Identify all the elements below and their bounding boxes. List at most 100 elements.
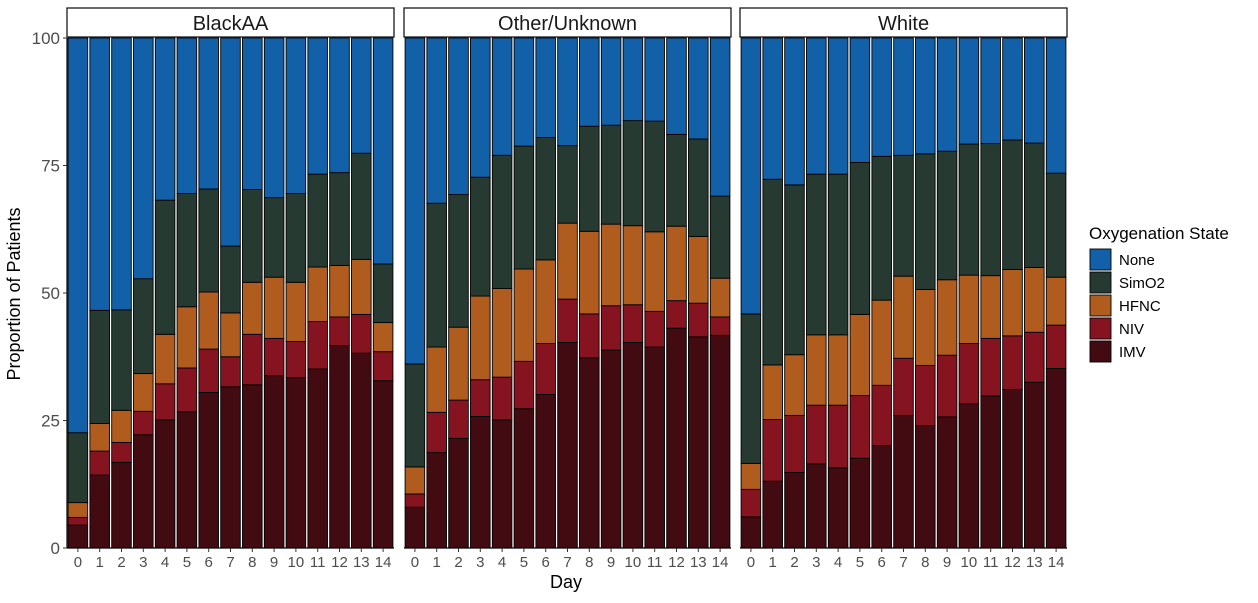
bar-segment-niv-day-8 (242, 333, 263, 386)
legend-swatch-simo2 (1089, 271, 1112, 294)
x-tick-label: 14 (375, 554, 392, 571)
bar-segment-simo2-day-1 (426, 202, 447, 348)
bar-segment-niv-day-0 (404, 493, 426, 508)
bar-segment-none-day-12 (666, 37, 687, 135)
bar-segment-simo2-day-2 (784, 184, 805, 356)
bar-segment-imv-day-5 (513, 408, 535, 549)
x-tick-label: 5 (520, 554, 528, 571)
bar-segment-none-day-13 (688, 37, 709, 140)
x-tick-label: 3 (139, 554, 147, 571)
x-tick-label: 1 (433, 554, 441, 571)
bar-segment-imv-day-10 (622, 342, 644, 549)
bar-segment-simo2-day-10 (285, 193, 307, 283)
bar-segment-none-day-9 (600, 37, 622, 126)
bar-segment-none-day-10 (622, 37, 644, 122)
legend-label-hfnc: HFNC (1119, 298, 1161, 315)
bar-segment-simo2-day-6 (198, 188, 219, 293)
bar-segment-niv-day-3 (806, 404, 827, 465)
bar-segment-imv-day-13 (351, 352, 372, 549)
bar-segment-none-day-1 (89, 37, 110, 311)
bar-segment-imv-day-5 (849, 457, 871, 549)
bar-segment-simo2-day-1 (89, 309, 110, 425)
legend-swatch-hfnc (1089, 294, 1112, 317)
x-tick-label: 2 (454, 554, 462, 571)
bar-segment-imv-day-1 (89, 474, 110, 549)
y-tick-label: 0 (51, 539, 60, 558)
bar-segment-simo2-day-5 (513, 145, 535, 270)
bar-segment-hfnc-day-11 (980, 275, 1001, 339)
bar-segment-niv-day-6 (198, 348, 219, 393)
bar-segment-imv-day-6 (198, 392, 219, 549)
y-tick-label: 75 (41, 157, 60, 176)
bar-segment-niv-day-9 (600, 305, 622, 351)
bar-segment-niv-day-1 (762, 419, 783, 482)
bar-segment-none-day-7 (557, 37, 578, 147)
bar-segment-niv-day-4 (154, 383, 176, 421)
bar-segment-niv-day-0 (740, 488, 762, 518)
bar-segment-simo2-day-11 (980, 143, 1001, 277)
x-tick-label: 11 (983, 554, 999, 571)
bar-segment-none-day-13 (351, 37, 372, 154)
bar-segment-imv-day-12 (1002, 388, 1023, 549)
bar-segment-hfnc-day-1 (762, 364, 783, 420)
bar-segment-niv-day-14 (372, 351, 394, 382)
bar-segment-simo2-day-13 (351, 152, 372, 260)
x-tick-label: 9 (943, 554, 951, 571)
bar-segment-none-day-11 (307, 37, 328, 175)
bar-segment-hfnc-day-9 (600, 223, 622, 307)
bar-segment-hfnc-day-10 (285, 281, 307, 342)
bar-segment-hfnc-day-13 (688, 235, 709, 304)
bar-segment-imv-day-14 (709, 334, 731, 549)
bar-segment-none-day-8 (579, 37, 600, 127)
bar-segment-hfnc-day-6 (871, 299, 892, 386)
bar-segment-niv-day-0 (67, 516, 89, 526)
bar-segment-simo2-day-5 (849, 161, 871, 315)
bar-segment-hfnc-day-13 (1024, 267, 1045, 333)
bar-segment-hfnc-day-1 (89, 423, 110, 452)
bar-segment-none-day-9 (936, 37, 958, 152)
bar-segment-hfnc-day-12 (1002, 269, 1023, 337)
bar-segment-none-day-14 (709, 37, 731, 197)
y-tick-label: 100 (32, 29, 60, 48)
bar-segment-imv-day-12 (329, 345, 350, 549)
bar-segment-imv-day-8 (242, 384, 263, 549)
bar-segment-simo2-day-5 (176, 193, 198, 308)
bar-segment-simo2-day-14 (709, 195, 731, 279)
bar-segment-niv-day-14 (1045, 324, 1067, 369)
bar-segment-niv-day-6 (535, 343, 556, 395)
bar-segment-simo2-day-10 (958, 143, 980, 276)
bar-segment-hfnc-day-9 (936, 279, 958, 356)
bar-segment-niv-day-11 (980, 337, 1001, 397)
bar-segment-none-day-10 (958, 37, 980, 145)
x-tick-label: 3 (812, 554, 820, 571)
bar-segment-hfnc-day-12 (329, 265, 350, 318)
x-tick-label: 12 (668, 554, 685, 571)
bar-segment-simo2-day-8 (579, 125, 600, 232)
bar-segment-imv-day-7 (557, 342, 578, 549)
bar-segment-hfnc-day-11 (307, 266, 328, 323)
bar-segment-simo2-day-9 (600, 124, 622, 225)
bar-segment-none-day-11 (980, 37, 1001, 145)
x-tick-label: 1 (769, 554, 777, 571)
legend-label-none: None (1119, 252, 1155, 269)
bar-segment-imv-day-4 (827, 467, 849, 549)
x-tick-label: 11 (310, 554, 326, 571)
bar-segment-niv-day-5 (513, 360, 535, 410)
facet-strip (739, 7, 1068, 38)
bar-segment-niv-day-12 (1002, 335, 1023, 390)
x-axis-title: Day (550, 572, 582, 592)
bar-segment-imv-day-6 (871, 445, 892, 549)
bar-segment-none-day-7 (893, 37, 914, 156)
x-tick-label: 1 (96, 554, 104, 571)
bar-segment-imv-day-9 (263, 375, 285, 549)
bar-segment-niv-day-2 (784, 414, 805, 473)
bar-segment-hfnc-day-10 (958, 274, 980, 344)
legend-swatch-niv (1089, 317, 1112, 340)
bar-segment-imv-day-14 (1045, 368, 1067, 549)
bar-segment-none-day-6 (871, 37, 892, 157)
facet-strip-label: BlackAA (193, 13, 269, 35)
bar-segment-simo2-day-7 (220, 245, 241, 314)
x-tick-label: 4 (161, 554, 169, 571)
